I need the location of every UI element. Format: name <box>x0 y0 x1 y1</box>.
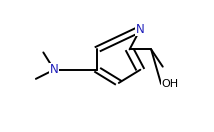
Text: N: N <box>136 23 145 36</box>
Text: OH: OH <box>161 79 178 89</box>
Text: N: N <box>50 63 58 76</box>
